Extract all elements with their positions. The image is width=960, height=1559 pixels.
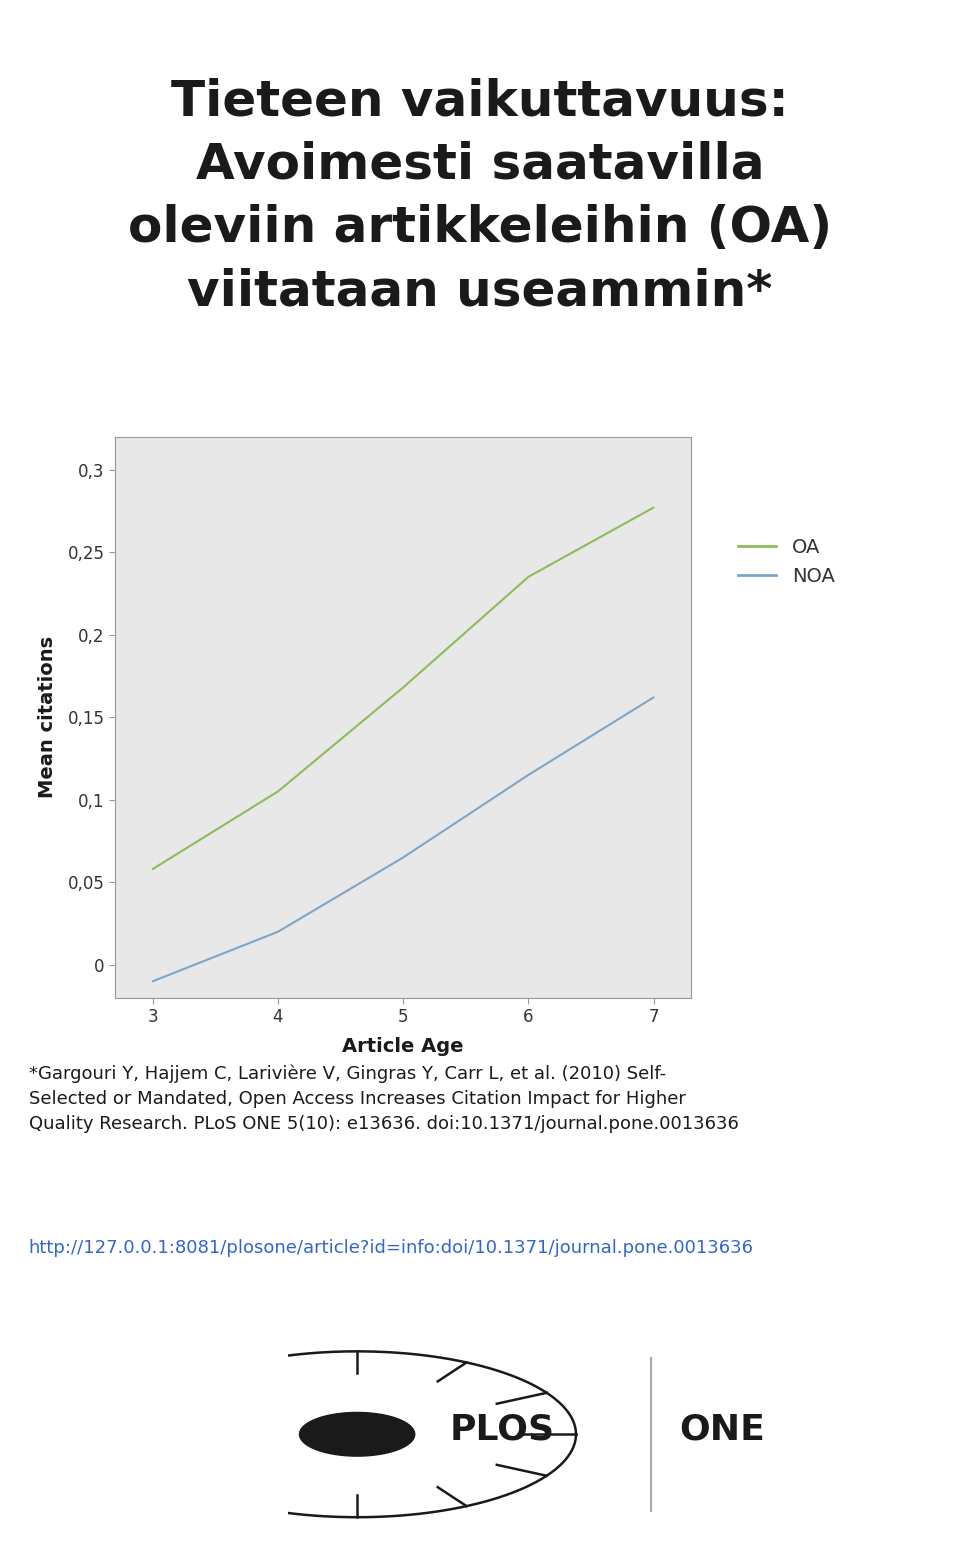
Text: Tieteen vaikuttavuus:
Avoimesti saatavilla
oleviin artikkeleihin (OA)
viitataan : Tieteen vaikuttavuus: Avoimesti saatavil… (128, 78, 832, 315)
X-axis label: Article Age: Article Age (343, 1037, 464, 1057)
Text: ONE: ONE (680, 1412, 765, 1447)
Text: http://127.0.0.1:8081/plosone/article?id=info:doi/10.1371/journal.pone.0013636: http://127.0.0.1:8081/plosone/article?id… (29, 1239, 754, 1257)
Text: PLOS: PLOS (449, 1412, 555, 1447)
Text: *Gargouri Y, Hajjem C, Larivière V, Gingras Y, Carr L, et al. (2010) Self-
Selec: *Gargouri Y, Hajjem C, Larivière V, Ging… (29, 1065, 738, 1133)
Legend: OA, NOA: OA, NOA (730, 530, 843, 594)
Polygon shape (300, 1412, 415, 1456)
Y-axis label: Mean citations: Mean citations (37, 636, 57, 798)
